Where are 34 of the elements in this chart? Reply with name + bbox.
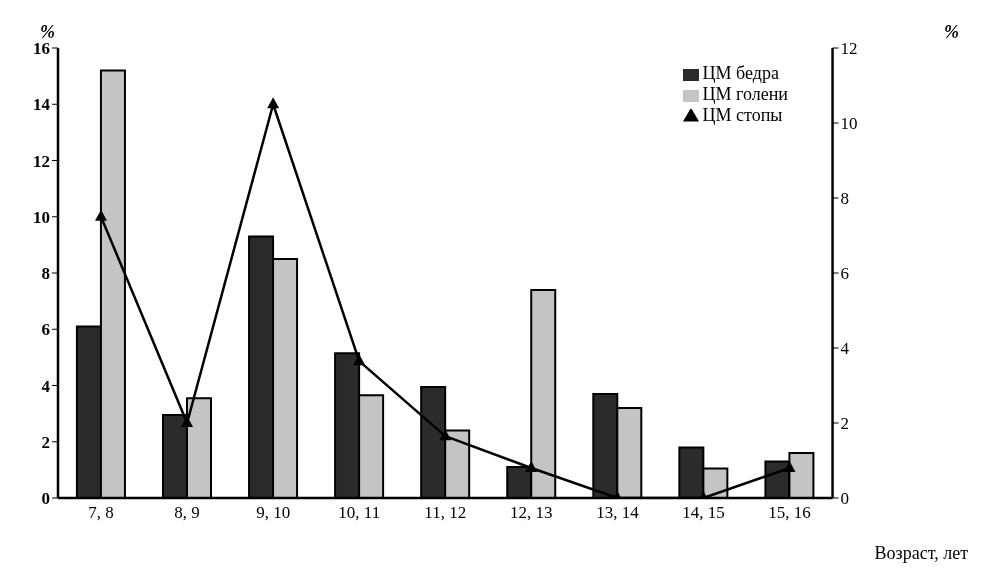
y2-tick-label: 10 xyxy=(840,114,858,134)
y2-tick-label: 8 xyxy=(840,189,850,209)
x-tick-label: 15, 16 xyxy=(768,503,811,523)
x-axis-title: Возраст, лет xyxy=(874,543,968,564)
x-tick-label: 13, 14 xyxy=(596,503,640,523)
x-tick-label: 11, 12 xyxy=(424,503,467,523)
y-tick-label: 4 xyxy=(41,376,51,396)
legend-label: ЦМ стопы xyxy=(702,105,783,125)
y-tick-label: 6 xyxy=(41,320,50,340)
y2-tick-label: 2 xyxy=(840,414,850,434)
y2-tick-label: 12 xyxy=(840,39,858,59)
y2-tick-label: 4 xyxy=(840,339,850,359)
x-tick-label: 14, 15 xyxy=(682,503,725,523)
x-tick-label: 8, 9 xyxy=(174,503,200,523)
y-tick-label: 0 xyxy=(41,489,50,509)
y-tick-label: 8 xyxy=(41,264,50,284)
x-tick-label: 10, 11 xyxy=(338,503,381,523)
x-tick-label: 12, 13 xyxy=(510,503,553,523)
legend-label: ЦМ бедра xyxy=(702,63,779,83)
y-tick-label: 12 xyxy=(33,151,50,171)
point xyxy=(525,461,538,472)
y-tick-label: 10 xyxy=(33,207,50,227)
x-tick-label: 7, 8 xyxy=(88,503,114,523)
y-tick-label: 14 xyxy=(33,95,51,115)
y2-tick-label: 6 xyxy=(840,264,850,284)
legend-label: ЦМ голени xyxy=(702,84,788,104)
point xyxy=(95,209,108,221)
point xyxy=(267,97,280,109)
y-tick-label: 2 xyxy=(41,432,50,452)
y2-axis-title: % xyxy=(944,22,959,43)
y2-tick-label: 0 xyxy=(840,489,850,509)
point xyxy=(353,354,366,366)
point xyxy=(783,461,796,472)
x-tick-label: 9, 10 xyxy=(256,503,291,523)
